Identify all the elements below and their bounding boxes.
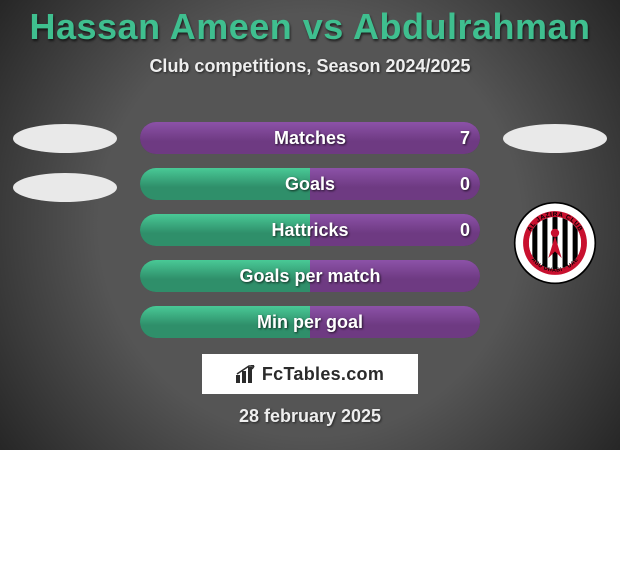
stat-value-right: 0: [460, 214, 470, 246]
watermark: FcTables.com: [202, 354, 418, 394]
player1-name: Hassan Ameen: [29, 6, 292, 47]
watermark-text: FcTables.com: [262, 364, 384, 385]
stat-row: Goals0: [0, 168, 620, 200]
stats-rows: Matches7Goals0Hattricks0Goals per matchM…: [0, 122, 620, 352]
bars-icon: [236, 365, 258, 383]
stat-label: Hattricks: [140, 214, 480, 246]
stat-value-right: 0: [460, 168, 470, 200]
player2-name: Abdulrahman: [353, 6, 591, 47]
card-subtitle: Club competitions, Season 2024/2025: [0, 56, 620, 77]
card-title: Hassan Ameen vs Abdulrahman: [0, 0, 620, 48]
comparison-card: Hassan Ameen vs Abdulrahman Club competi…: [0, 0, 620, 450]
stat-row: Min per goal: [0, 306, 620, 338]
stat-label: Matches: [140, 122, 480, 154]
stat-label: Goals: [140, 168, 480, 200]
blank-area: [0, 450, 620, 580]
stat-label: Min per goal: [140, 306, 480, 338]
stat-row: Hattricks0: [0, 214, 620, 246]
stat-row: Matches7: [0, 122, 620, 154]
stat-value-right: 7: [460, 122, 470, 154]
date-text: 28 february 2025: [0, 406, 620, 427]
stat-row: Goals per match: [0, 260, 620, 292]
vs-separator: vs: [303, 6, 344, 47]
stat-label: Goals per match: [140, 260, 480, 292]
